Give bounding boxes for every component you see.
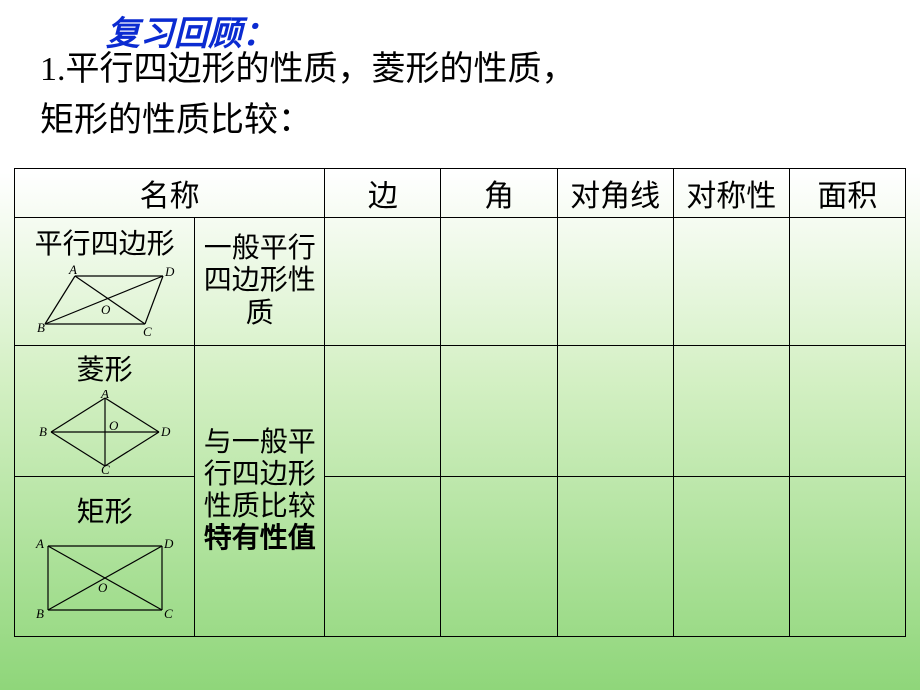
cell-rhom-angle <box>441 346 557 477</box>
svg-text:B: B <box>37 320 45 335</box>
svg-text:D: D <box>163 536 174 551</box>
svg-text:D: D <box>160 424 171 439</box>
row-parallelogram: 平行四边形 A B C D O 一般平行四边形性质 <box>15 218 906 346</box>
cell-rhom-sym <box>673 346 789 477</box>
rhombus-icon: A B C D O <box>35 390 175 474</box>
comparison-table: 名称 边 角 对角线 对称性 面积 平行四边形 ABCDO 一般平行四边形性质 … <box>14 168 906 637</box>
cell-rhombus: 菱形 A B C D O <box>15 346 195 477</box>
prop-general-text: 一般平行四边形性质 <box>204 233 316 328</box>
title-line1: 1.平行四边形的性质，菱形的性质， <box>40 51 576 88</box>
cell-para-sym <box>673 218 789 346</box>
hdr-angle: 角 <box>441 169 557 218</box>
prop-special-line1: 与一般平行四边形性质比较 <box>204 427 316 522</box>
svg-text:O: O <box>101 302 111 317</box>
cell-rect-angle <box>441 477 557 637</box>
title-line2: 矩形的性质比较： <box>40 102 312 139</box>
cell-rhom-area <box>789 346 905 477</box>
cell-para-diag <box>557 218 673 346</box>
label-rectangle: 矩形 <box>17 490 192 530</box>
svg-text:A: A <box>35 536 44 551</box>
hdr-area: 面积 <box>789 169 905 218</box>
prop-general: 一般平行四边形性质 <box>195 218 325 346</box>
svg-text:B: B <box>39 424 47 439</box>
comparison-table-wrap: 名称 边 角 对角线 对称性 面积 平行四边形 ABCDO 一般平行四边形性质 … <box>14 168 906 637</box>
svg-text:C: C <box>143 324 152 339</box>
cell-rect-area <box>789 477 905 637</box>
svg-text:B: B <box>36 606 44 621</box>
cell-para-edge <box>325 218 441 346</box>
main-title: 1.平行四边形的性质，菱形的性质， 矩形的性质比较： <box>40 44 576 146</box>
label-parallelogram: 平行四边形 <box>17 222 192 262</box>
svg-text:D: D <box>164 264 175 279</box>
hdr-diagonal: 对角线 <box>557 169 673 218</box>
cell-rect-edge <box>325 477 441 637</box>
row-rectangle: 矩形 A B C D O <box>15 477 906 637</box>
row-rhombus: 菱形 ABCDO 与一般平行四边形性质比较特有性值 <box>15 346 906 477</box>
cell-rectangle: 矩形 A B C D O <box>15 477 195 637</box>
svg-text:C: C <box>164 606 173 621</box>
svg-text:O: O <box>98 580 108 595</box>
hdr-symmetry: 对称性 <box>673 169 789 218</box>
cell-rhom-edge <box>325 346 441 477</box>
prop-special: 与一般平行四边形性质比较特有性值 <box>195 346 325 637</box>
svg-text:A: A <box>100 390 109 401</box>
cell-para-area <box>789 218 905 346</box>
parallelogram-icon: A B C D O <box>35 264 175 342</box>
svg-text:A: A <box>68 264 77 277</box>
cell-rhom-diag <box>557 346 673 477</box>
rectangle-icon: A B C D O <box>30 532 180 624</box>
svg-text:C: C <box>101 462 110 474</box>
svg-text:O: O <box>109 418 119 433</box>
header-row: 名称 边 角 对角线 对称性 面积 <box>15 169 906 218</box>
label-rhombus: 菱形 <box>17 348 192 388</box>
cell-rect-sym <box>673 477 789 637</box>
cell-parallelogram: 平行四边形 A B C D O <box>15 218 195 346</box>
cell-para-angle <box>441 218 557 346</box>
hdr-edge: 边 <box>325 169 441 218</box>
prop-special-line2: 特有性值 <box>204 523 316 554</box>
hdr-name: 名称 <box>15 169 325 218</box>
cell-rect-diag <box>557 477 673 637</box>
